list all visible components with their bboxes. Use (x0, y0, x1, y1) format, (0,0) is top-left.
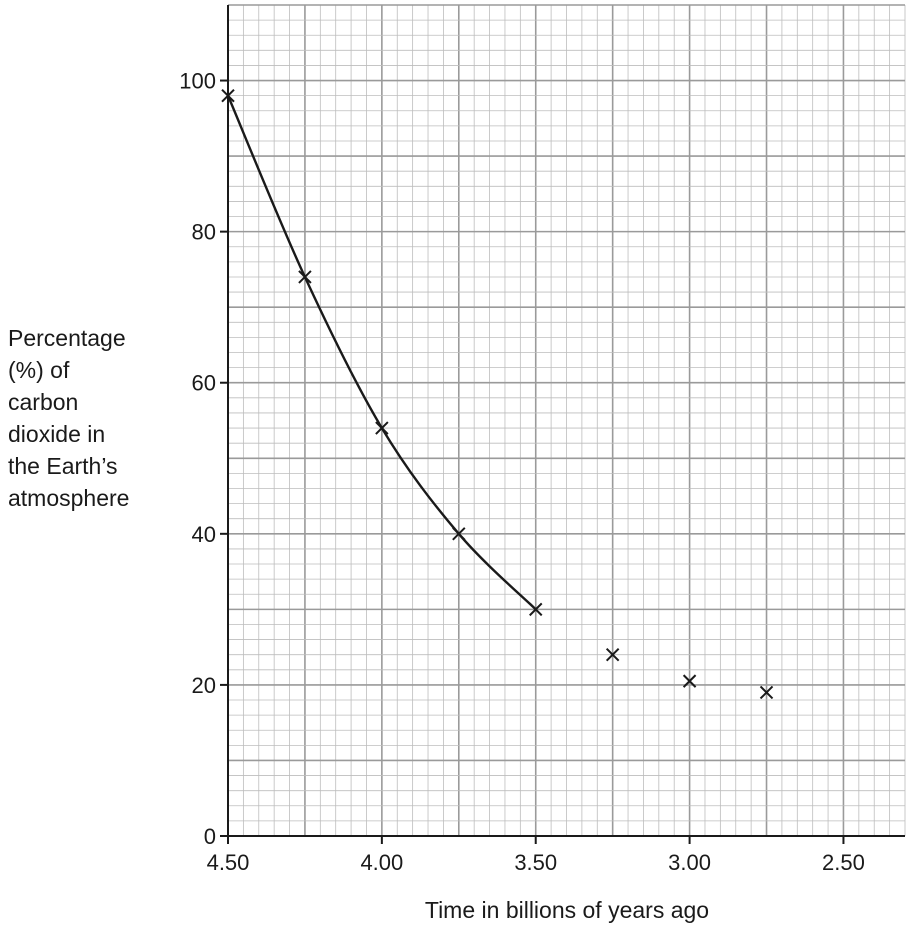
data-point-stroke (759, 685, 774, 700)
data-point (452, 527, 466, 541)
data-point-stroke (529, 602, 543, 617)
data-point (375, 421, 389, 435)
x-tick-label: 3.00 (668, 850, 711, 875)
y-tick-label: 60 (192, 371, 216, 396)
y-tick-label: 80 (192, 220, 216, 245)
trend-curve (226, 95, 537, 611)
y-axis-title-line: Percentage (8, 325, 126, 351)
y-axis-title-line: the Earth’s (8, 453, 118, 479)
y-axis-title-line: (%) of (8, 357, 70, 383)
curve-layer (226, 95, 537, 611)
data-point (221, 88, 235, 103)
data-point-stroke (605, 647, 620, 662)
y-axis-title-line: dioxide in (8, 421, 105, 447)
y-tick-labels: 0 20 40 60 80 100 (179, 69, 216, 849)
data-point (759, 685, 774, 700)
data-point (605, 647, 620, 662)
data-point-stroke (298, 270, 312, 284)
y-axis-title-line: carbon (8, 389, 78, 415)
x-tick-labels: 4.50 4.00 3.50 3.00 2.50 (207, 850, 865, 875)
y-axis-title-line: atmosphere (8, 485, 129, 511)
x-tick-label: 3.50 (514, 850, 557, 875)
x-tick-label: 2.50 (822, 850, 865, 875)
x-axis-title: Time in billions of years ago (425, 897, 709, 923)
data-point-stroke (452, 527, 466, 541)
data-point-stroke (221, 88, 235, 103)
grid (227, 4, 906, 837)
axes (220, 5, 905, 844)
y-tick-label: 40 (192, 522, 216, 547)
data-point-stroke (375, 421, 389, 435)
x-tick-label: 4.50 (207, 850, 250, 875)
y-tick-label: 0 (204, 824, 216, 849)
data-point-stroke (682, 674, 697, 688)
data-point (529, 602, 543, 617)
x-tick-label: 4.00 (360, 850, 403, 875)
data-point (298, 270, 312, 284)
data-point (682, 674, 697, 688)
y-tick-label: 100 (179, 69, 216, 94)
y-tick-label: 20 (192, 673, 216, 698)
y-axis-title: Percentage (%) of carbon dioxide in the Eart… (8, 325, 129, 511)
markers (221, 88, 774, 700)
